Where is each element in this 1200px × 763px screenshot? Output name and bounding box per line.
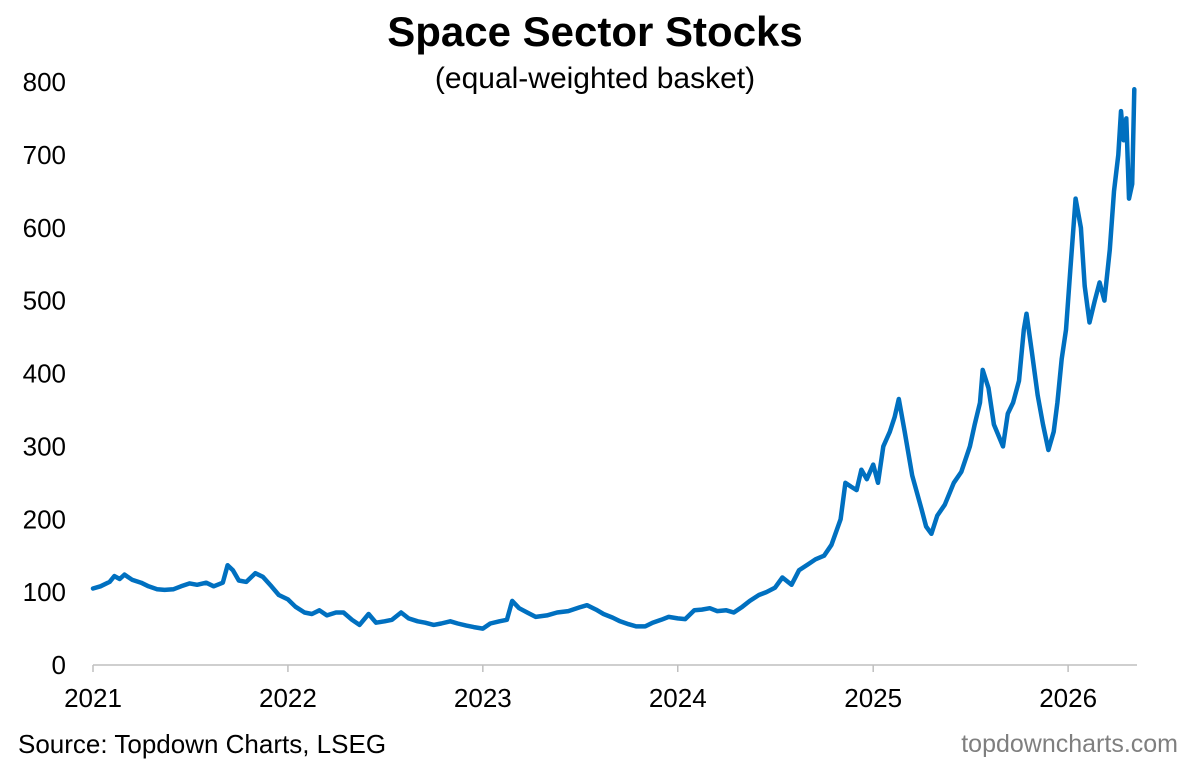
chart-subtitle: (equal-weighted basket) (434, 62, 756, 95)
x-tick-label: 2021 (64, 683, 122, 713)
x-tick-label: 2026 (1039, 683, 1097, 713)
x-tick-label: 2023 (454, 683, 512, 713)
y-tick-label: 100 (23, 577, 66, 607)
y-tick-label: 800 (23, 67, 66, 97)
plot-series (90, 87, 1137, 631)
y-tick-label: 200 (23, 504, 66, 534)
y-tick-label: 700 (23, 140, 66, 170)
y-tick-label: 0 (52, 650, 66, 680)
watermark: topdowncharts.com (961, 730, 1178, 758)
x-tick-label: 2022 (259, 683, 317, 713)
y-tick-label: 400 (23, 359, 66, 389)
x-tick-label: 2025 (844, 683, 902, 713)
y-axis: 0 100 200 300 400 500 600 700 800 (23, 67, 66, 680)
chart-title: Space Sector Stocks (387, 8, 803, 55)
x-axis: 2021 2022 2023 2024 2025 2026 (64, 664, 1137, 713)
y-tick-label: 600 (23, 213, 66, 243)
y-tick-label: 300 (23, 431, 66, 461)
x-tick-label: 2024 (649, 683, 707, 713)
series-line (90, 87, 1137, 631)
y-tick-label: 500 (23, 286, 66, 316)
source-note: Source: Topdown Charts, LSEG (18, 729, 387, 759)
